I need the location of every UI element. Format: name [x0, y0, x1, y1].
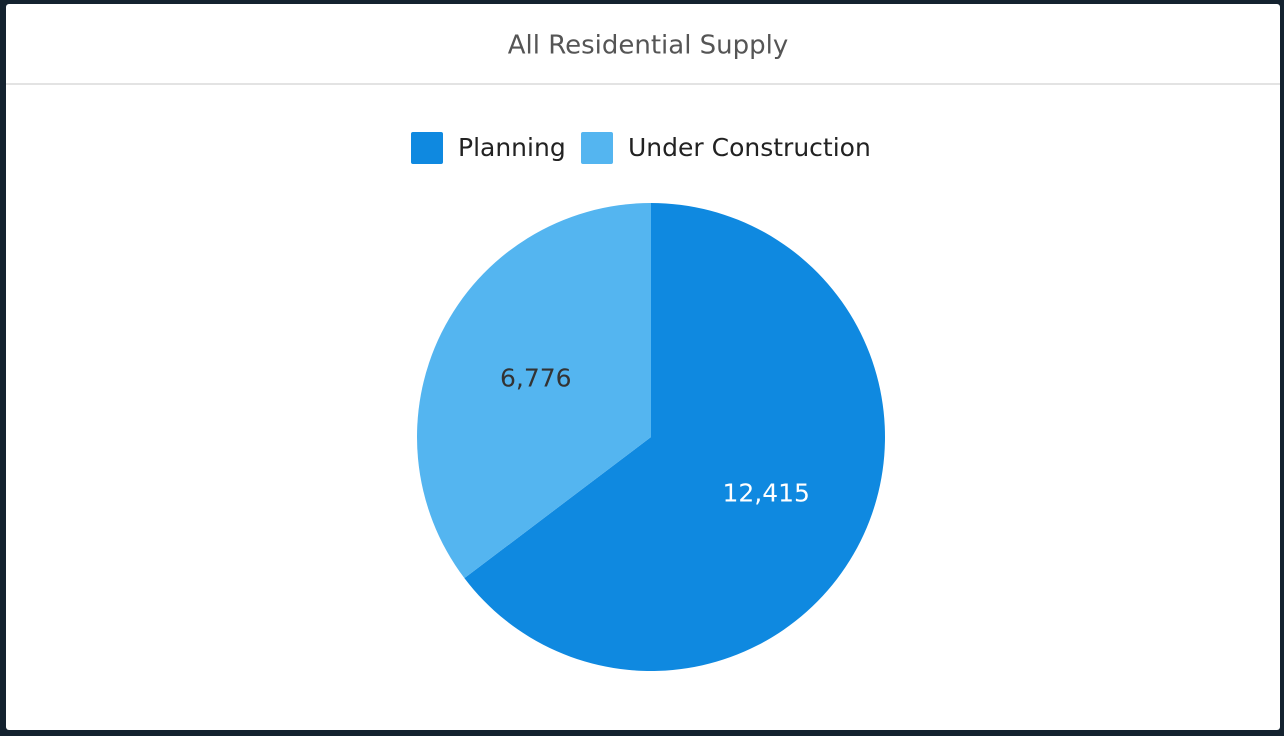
chart-title: All Residential Supply [508, 31, 789, 61]
pie-slice [417, 203, 651, 579]
data-label: 6,776 [500, 364, 572, 393]
legend-label: Under Construction [628, 133, 871, 162]
data-label: 12,415 [722, 478, 809, 507]
legend-label: Planning [458, 133, 566, 162]
legend-swatch [581, 132, 613, 164]
legend-swatch [411, 132, 443, 164]
chart: All Residential Supply Planning Under Con… [6, 31, 1280, 671]
card: All Residential Supply Planning Under Con… [6, 4, 1280, 730]
pie-slice [464, 203, 885, 671]
